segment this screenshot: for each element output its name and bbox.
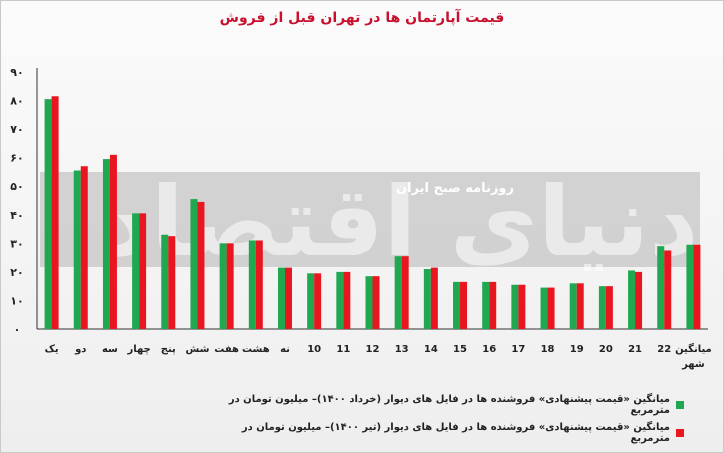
bar-khordad-6 (190, 199, 198, 329)
legend: میانگین «قیمت پیشنهادی» فروشنده ها در فا… (204, 394, 684, 450)
x-tick-label: شش (185, 344, 209, 355)
x-tick-label: 12 (366, 344, 380, 355)
bar-tir-16 (489, 281, 497, 329)
legend-item-khordad: میانگین «قیمت پیشنهادی» فروشنده ها در فا… (204, 394, 684, 416)
bar-khordad-14 (423, 269, 431, 329)
legend-label-khordad: میانگین «قیمت پیشنهادی» فروشنده ها در فا… (228, 394, 670, 416)
x-tick-label: دو (74, 344, 86, 355)
bar-tir-1 (51, 96, 59, 330)
x-tick-label: 16 (482, 344, 496, 355)
bar-tir-9 (284, 267, 292, 329)
watermark-sub-text: روزنامه صبح ایران (396, 181, 514, 196)
x-tick-label: 19 (570, 344, 584, 355)
bar-khordad-18 (540, 287, 548, 329)
bar-tir-8 (255, 240, 263, 329)
legend-label-tir: میانگین «قیمت پیشنهادی» فروشنده ها در فا… (241, 422, 670, 444)
y-tick-label: ۷۰ (10, 123, 23, 136)
x-tick-label: هشت (242, 344, 270, 355)
bar-khordad-20 (598, 286, 606, 329)
bar-tir-17 (518, 284, 526, 329)
bar-khordad-1 (44, 99, 52, 329)
bar-tir-19 (576, 283, 584, 329)
y-tick-label: ۵۰ (10, 180, 23, 193)
bar-tir-22 (664, 250, 672, 329)
bar-khordad-17 (511, 284, 519, 329)
x-tick-label: یک (45, 344, 59, 355)
bar-tir-5 (168, 236, 176, 329)
bar-khordad-13 (394, 256, 402, 329)
x-tick-label: چهار (126, 344, 150, 355)
axes: ۰ ۱۰ ۲۰ ۳۰ ۴۰ ۵۰ ۶۰ ۷۰ ۸۰ ۹۰ (10, 66, 708, 336)
bar-tir-18 (547, 287, 555, 329)
bar-khordad-23 (686, 244, 694, 329)
bar-khordad-2 (73, 170, 81, 329)
x-tick-label: سه (102, 344, 118, 355)
x-tick-label: 14 (424, 344, 438, 355)
bar-tir-14 (430, 267, 438, 329)
bar-tir-4 (139, 213, 147, 329)
y-tick-label: ۹۰ (10, 66, 23, 79)
y-tick-label: ۴۰ (10, 209, 23, 222)
bar-tir-3 (109, 154, 117, 329)
bar-tir-2 (80, 166, 88, 329)
bar-tir-15 (460, 281, 468, 329)
x-tick-label: 11 (336, 344, 350, 355)
x-tick-label: پنج (161, 344, 176, 355)
bar-tir-21 (635, 271, 643, 329)
bar-tir-7 (226, 243, 234, 329)
x-tick-label: 21 (628, 344, 642, 355)
bar-khordad-21 (628, 270, 636, 329)
y-tick-label: ۶۰ (10, 152, 23, 165)
bar-khordad-15 (453, 281, 461, 329)
x-tick-label: 15 (453, 344, 467, 355)
bar-khordad-7 (219, 243, 227, 329)
x-tick-label: میانگین (675, 342, 712, 355)
bar-tir-10 (314, 273, 322, 329)
x-tick-label: 20 (599, 344, 613, 355)
bar-khordad-3 (102, 159, 110, 329)
x-tick-label: نه (280, 344, 290, 355)
y-tick-label: ۳۰ (10, 237, 23, 250)
y-tick-label: ۰ (14, 323, 21, 336)
bar-khordad-5 (161, 234, 169, 329)
bar-tir-6 (197, 201, 205, 329)
x-tick-label: 18 (541, 344, 555, 355)
x-tick-label: 10 (307, 344, 321, 355)
x-tick-label: 22 (657, 344, 671, 355)
y-tick-label: ۲۰ (10, 266, 23, 279)
x-axis-labels: یک دو سه چهار پنج شش هفت هشت نه 10 11 12 13 14 15 16 17 1… (45, 342, 712, 370)
bar-tir-12 (372, 276, 380, 329)
legend-swatch-red (676, 429, 684, 437)
bar-tir-23 (693, 244, 701, 329)
bars (44, 96, 701, 330)
legend-swatch-green (676, 401, 684, 409)
bar-khordad-22 (657, 246, 665, 329)
watermark-band (40, 172, 700, 267)
chart-title: قیمت آپارتمان ها در تهران قبل از فروش (219, 10, 505, 26)
bar-khordad-19 (569, 283, 577, 329)
x-tick-label: 17 (511, 344, 525, 355)
legend-item-tir: میانگین «قیمت پیشنهادی» فروشنده ها در فا… (204, 422, 684, 444)
y-tick-label: ۸۰ (10, 95, 23, 108)
x-tick-label: هفت (214, 344, 239, 355)
bar-tir-13 (401, 256, 409, 329)
bar-khordad-10 (307, 273, 315, 329)
bar-tir-11 (343, 271, 351, 329)
bar-khordad-9 (277, 267, 285, 329)
bar-khordad-12 (365, 276, 373, 329)
bar-khordad-4 (132, 213, 140, 329)
bar-khordad-11 (336, 271, 344, 329)
y-tick-label: ۱۰ (10, 294, 23, 307)
x-tick-label: 13 (395, 344, 409, 355)
bar-tir-20 (605, 286, 613, 329)
bar-khordad-16 (482, 281, 490, 329)
bar-khordad-8 (248, 240, 256, 329)
x-tick-label: شهر (681, 359, 705, 370)
